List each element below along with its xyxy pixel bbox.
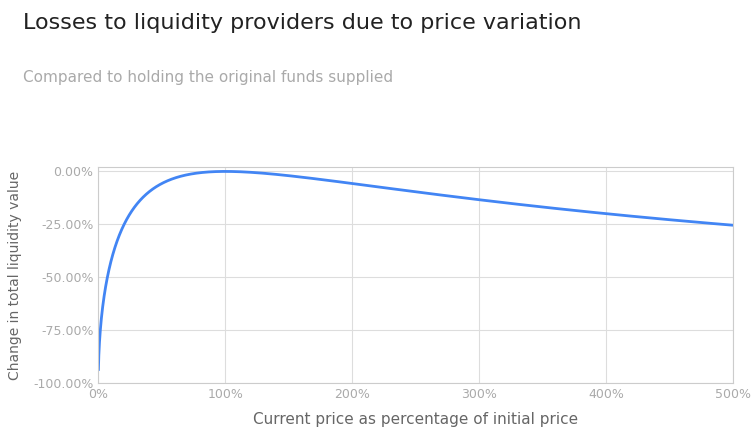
Text: Compared to holding the original funds supplied: Compared to holding the original funds s… [23,70,393,85]
X-axis label: Current price as percentage of initial price: Current price as percentage of initial p… [253,412,578,427]
Y-axis label: Change in total liquidity value: Change in total liquidity value [8,170,22,380]
Text: Losses to liquidity providers due to price variation: Losses to liquidity providers due to pri… [23,13,581,33]
